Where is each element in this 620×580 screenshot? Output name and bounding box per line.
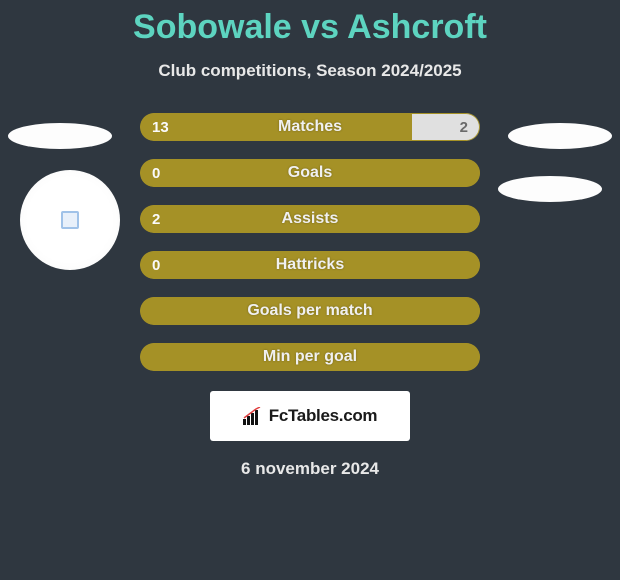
player-right-name: Ashcroft xyxy=(347,8,487,46)
subtitle: Club competitions, Season 2024/2025 xyxy=(0,61,620,81)
stat-bar: Hattricks0 xyxy=(140,251,480,279)
stat-bar-label: Min per goal xyxy=(140,348,480,366)
stat-bar: Goals per match xyxy=(140,297,480,325)
badge-ellipse-mid-right xyxy=(498,176,602,202)
stat-bar-label: Matches xyxy=(140,118,480,136)
stat-bar: Goals0 xyxy=(140,159,480,187)
stat-bar-label: Assists xyxy=(140,210,480,228)
stat-bar-right-value: 2 xyxy=(460,119,468,136)
stat-bar: Min per goal xyxy=(140,343,480,371)
stat-bar-label: Goals xyxy=(140,164,480,182)
stat-bar-left-value: 2 xyxy=(152,211,160,228)
fctables-logo-icon xyxy=(243,407,265,425)
badge-ellipse-top-left xyxy=(8,123,112,149)
logo-box: FcTables.com xyxy=(210,391,410,441)
stat-bar-left-value: 13 xyxy=(152,119,169,136)
stat-bar-left-value: 0 xyxy=(152,165,160,182)
page-title: Sobowale vs Ashcroft xyxy=(0,0,620,47)
stat-bar: Assists2 xyxy=(140,205,480,233)
avatar-placeholder-icon xyxy=(61,211,79,229)
stat-bar-label: Hattricks xyxy=(140,256,480,274)
stat-bar: Matches13 2 xyxy=(140,113,480,141)
badge-ellipse-top-right xyxy=(508,123,612,149)
stat-bar-label: Goals per match xyxy=(140,302,480,320)
logo-text: FcTables.com xyxy=(269,406,378,426)
player-left-name: Sobowale xyxy=(133,8,292,46)
vs-text: vs xyxy=(292,8,347,46)
date-text: 6 november 2024 xyxy=(0,459,620,479)
avatar xyxy=(20,170,120,270)
stat-bar-left-value: 0 xyxy=(152,257,160,274)
